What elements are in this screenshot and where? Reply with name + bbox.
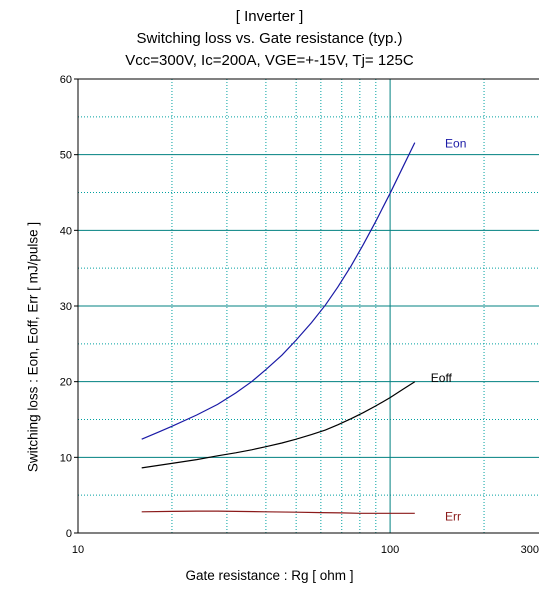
y-tick-label-20: 20 (60, 377, 72, 389)
chart-title-line-1: [ Inverter ] (235, 8, 304, 25)
x-tick-label-10: 10 (72, 544, 84, 556)
y-tick-label-40: 40 (60, 225, 72, 237)
chart-title-line-2: Switching loss vs. Gate resistance (typ.… (136, 30, 403, 47)
y-tick-label-10: 10 (60, 452, 72, 464)
chart-title-line-3: Vcc=300V, Ic=200A, VGE=+-15V, Tj= 125C (125, 52, 414, 69)
y-tick-label-30: 30 (60, 301, 72, 313)
series-label-eoff: Eoff (431, 371, 453, 385)
y-tick-label-0: 0 (66, 528, 72, 540)
series-line-err (141, 510, 415, 514)
y-axis-label: Switching loss : Eon, Eoff, Err [ mJ/pul… (25, 221, 41, 473)
series-line-eon (141, 142, 416, 440)
y-tick-label-50: 50 (60, 150, 72, 162)
y-tick-label-60: 60 (60, 74, 72, 86)
series-line-eoff (141, 381, 416, 469)
x-axis-label: Gate resistance : Rg [ ohm ] (185, 568, 354, 583)
x-tick-label-100: 100 (381, 544, 399, 556)
series-label-err: Err (445, 509, 461, 523)
x-tick-label-300: 300 (521, 544, 539, 556)
series-label-eon: Eon (445, 136, 466, 150)
